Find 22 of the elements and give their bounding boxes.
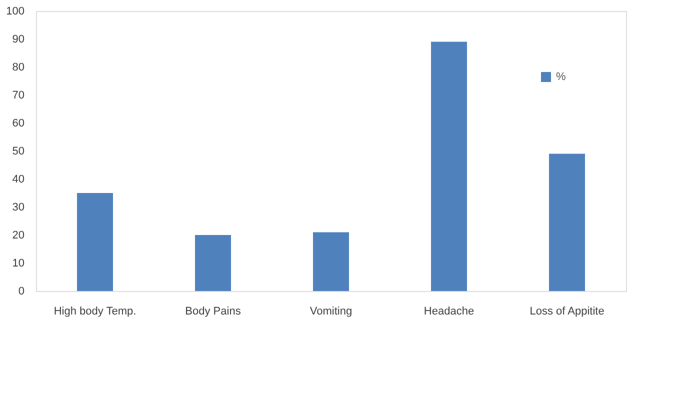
x-tick-label: Body Pains	[185, 306, 242, 318]
x-tick-label: High body Temp.	[54, 306, 136, 318]
y-tick-label: 100	[6, 6, 24, 18]
y-tick-label: 40	[12, 174, 24, 186]
x-tick-label: Headache	[424, 306, 474, 318]
y-tick-label: 50	[12, 146, 24, 158]
y-tick-label: 20	[12, 230, 24, 242]
bar	[431, 42, 467, 291]
bar	[77, 193, 113, 291]
bar	[195, 235, 231, 291]
legend-label: %	[556, 71, 566, 83]
y-tick-label: 30	[12, 202, 24, 214]
y-tick-label: 10	[12, 258, 24, 270]
y-tick-label: 0	[18, 286, 24, 298]
bar	[313, 232, 349, 291]
y-tick-label: 70	[12, 90, 24, 102]
x-tick-label: Vomiting	[310, 306, 352, 318]
y-tick-label: 60	[12, 118, 24, 130]
y-tick-label: 90	[12, 34, 24, 46]
bar	[549, 154, 585, 291]
x-tick-label: Loss of Appitite	[530, 306, 604, 318]
y-tick-label: 80	[12, 62, 24, 74]
